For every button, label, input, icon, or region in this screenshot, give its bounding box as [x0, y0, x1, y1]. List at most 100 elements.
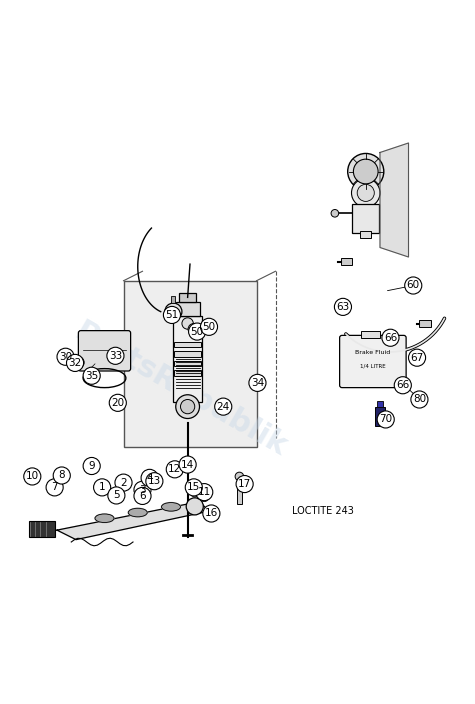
Circle shape — [46, 479, 63, 496]
Circle shape — [186, 498, 203, 515]
Circle shape — [331, 210, 339, 217]
Circle shape — [334, 298, 352, 315]
Text: 2: 2 — [120, 477, 127, 488]
Bar — [174, 360, 201, 366]
Text: 30: 30 — [59, 352, 72, 362]
Circle shape — [352, 179, 380, 207]
Text: 15: 15 — [187, 482, 200, 492]
Circle shape — [66, 354, 84, 372]
Circle shape — [134, 487, 151, 505]
Circle shape — [203, 505, 220, 522]
Text: 50: 50 — [202, 322, 216, 332]
Circle shape — [176, 395, 200, 418]
Circle shape — [24, 468, 41, 485]
Text: 33: 33 — [109, 351, 122, 360]
Text: 35: 35 — [85, 371, 98, 381]
Circle shape — [53, 467, 70, 484]
Text: 66: 66 — [396, 380, 409, 390]
Text: 20: 20 — [111, 398, 124, 408]
Text: 60: 60 — [407, 280, 420, 291]
Text: 80: 80 — [413, 394, 426, 405]
Text: 8: 8 — [58, 470, 65, 481]
Text: PartsRepublik: PartsRepublik — [69, 318, 292, 463]
Circle shape — [107, 347, 124, 365]
Text: 3: 3 — [139, 485, 146, 495]
Text: 70: 70 — [379, 415, 392, 425]
Bar — [171, 296, 175, 303]
Text: 6: 6 — [139, 491, 146, 501]
Text: 51: 51 — [165, 310, 179, 320]
Text: 34: 34 — [251, 378, 264, 388]
Text: 4: 4 — [146, 473, 153, 483]
Ellipse shape — [128, 508, 147, 517]
Text: 10: 10 — [26, 472, 39, 482]
Circle shape — [163, 306, 180, 324]
Circle shape — [405, 277, 422, 294]
Text: 66: 66 — [384, 333, 397, 343]
Circle shape — [348, 153, 384, 189]
Circle shape — [146, 472, 163, 490]
Polygon shape — [380, 143, 408, 257]
FancyBboxPatch shape — [340, 335, 406, 388]
Text: 7: 7 — [51, 482, 58, 492]
Circle shape — [215, 398, 232, 415]
Bar — [352, 203, 379, 233]
Bar — [174, 341, 201, 347]
Circle shape — [60, 352, 68, 360]
Circle shape — [182, 318, 193, 329]
Text: 1: 1 — [99, 482, 105, 492]
Text: Brake Fluid: Brake Fluid — [355, 349, 390, 355]
Text: LOCTITE 243: LOCTITE 243 — [292, 506, 354, 516]
Text: 32: 32 — [68, 358, 82, 368]
Circle shape — [185, 479, 202, 496]
Bar — [237, 478, 242, 504]
Circle shape — [394, 377, 411, 394]
Circle shape — [189, 323, 206, 340]
Circle shape — [166, 461, 183, 478]
Bar — [179, 293, 196, 302]
Circle shape — [190, 487, 199, 497]
Ellipse shape — [162, 503, 180, 511]
Circle shape — [235, 472, 244, 481]
Text: 1/4 LITRE: 1/4 LITRE — [360, 364, 386, 369]
Bar — [361, 331, 380, 338]
Circle shape — [357, 184, 374, 201]
Circle shape — [353, 159, 378, 184]
Circle shape — [83, 458, 100, 474]
Polygon shape — [57, 502, 209, 540]
Circle shape — [179, 456, 196, 473]
Circle shape — [236, 475, 253, 493]
Bar — [173, 316, 202, 402]
Circle shape — [249, 375, 266, 391]
Circle shape — [57, 348, 74, 365]
Circle shape — [108, 487, 125, 504]
Text: 67: 67 — [410, 353, 424, 363]
Text: 24: 24 — [217, 401, 230, 412]
Circle shape — [165, 303, 182, 320]
Ellipse shape — [95, 514, 114, 522]
Bar — [341, 258, 352, 265]
Circle shape — [141, 470, 158, 486]
Text: 63: 63 — [336, 302, 350, 312]
Bar — [174, 351, 201, 357]
Text: 5: 5 — [113, 491, 120, 501]
Text: 13: 13 — [148, 476, 161, 486]
Bar — [124, 281, 256, 447]
Bar — [375, 407, 385, 426]
Text: 11: 11 — [198, 487, 211, 497]
Text: 16: 16 — [205, 508, 218, 519]
Text: 14: 14 — [181, 460, 194, 470]
Text: 9: 9 — [88, 461, 95, 471]
Circle shape — [200, 318, 218, 335]
Text: 12: 12 — [168, 465, 181, 474]
Text: 17: 17 — [238, 479, 251, 489]
Circle shape — [408, 349, 426, 366]
Circle shape — [196, 484, 213, 501]
Bar — [28, 521, 55, 537]
Circle shape — [411, 391, 428, 408]
Circle shape — [180, 399, 195, 414]
Bar — [174, 370, 201, 376]
Circle shape — [382, 329, 399, 346]
Circle shape — [94, 479, 111, 496]
Bar — [176, 302, 200, 316]
